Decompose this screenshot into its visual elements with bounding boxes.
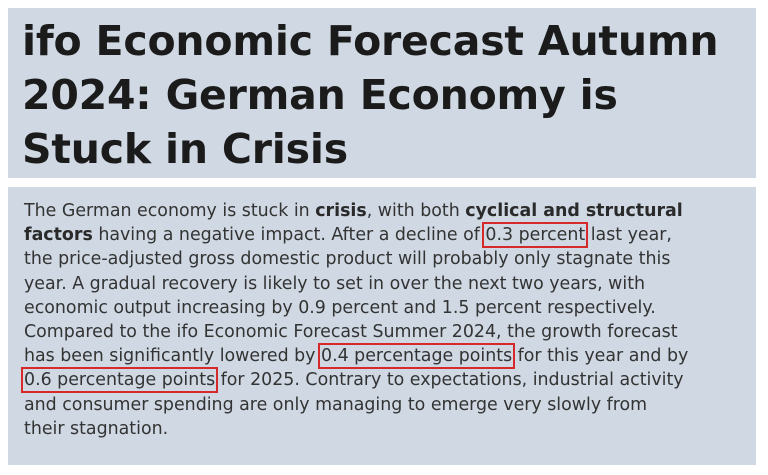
title-panel: ifo Economic Forecast Autumn 2024: Germa… — [8, 8, 756, 178]
paragraph-line-1: The German economy is stuck in crisis, w… — [24, 199, 748, 223]
text-segment: for 2025. Contrary to expectations, indu… — [215, 370, 684, 391]
text-segment: , with both — [366, 201, 466, 221]
paragraph-line-3: the price-adjusted gross domestic produc… — [24, 249, 671, 270]
text-segment: last year, — [585, 225, 672, 246]
highlight-decline-value: 0.3 percent — [482, 222, 589, 249]
body-panel: The German economy is stuck in crisis, w… — [8, 187, 756, 465]
paragraph-line-7: has been significantly lowered by 0.4 pe… — [24, 343, 748, 370]
text-segment: having a negative impact. After a declin… — [92, 225, 486, 246]
paragraph-line-9: and consumer spending are only managing … — [24, 394, 648, 415]
highlight-2025-revision: 0.6 percentage points — [20, 367, 219, 394]
paragraph-line-8: 0.6 percentage points for 2025. Contrary… — [20, 367, 748, 394]
bold-term-cyclical-structural: cyclical and structural — [465, 201, 683, 221]
article-paragraph: The German economy is stuck in crisis, w… — [20, 199, 748, 441]
title-line-2: 2024: German Economy is — [22, 71, 618, 119]
paragraph-line-6: Compared to the ifo Economic Forecast Su… — [24, 322, 678, 343]
highlight-this-year-revision: 0.4 percentage points — [317, 343, 516, 370]
title-line-3: Stuck in Crisis — [22, 125, 348, 173]
paragraph-line-4: year. A gradual recovery is likely to se… — [24, 273, 646, 294]
paragraph-line-10: their stagnation. — [24, 418, 169, 439]
bold-term-factors: factors — [24, 225, 93, 246]
article-title: ifo Economic Forecast Autumn 2024: Germa… — [22, 14, 744, 176]
paragraph-line-2: factors having a negative impact. After … — [24, 222, 748, 249]
text-segment: has been significantly lowered by — [24, 346, 321, 367]
title-line-1: ifo Economic Forecast Autumn — [22, 17, 719, 65]
text-segment: The German economy is stuck in — [24, 201, 316, 221]
bold-term-crisis: crisis — [315, 201, 367, 221]
text-segment: for this year and by — [512, 346, 689, 367]
paragraph-line-5: economic output increasing by 0.9 percen… — [24, 297, 656, 318]
